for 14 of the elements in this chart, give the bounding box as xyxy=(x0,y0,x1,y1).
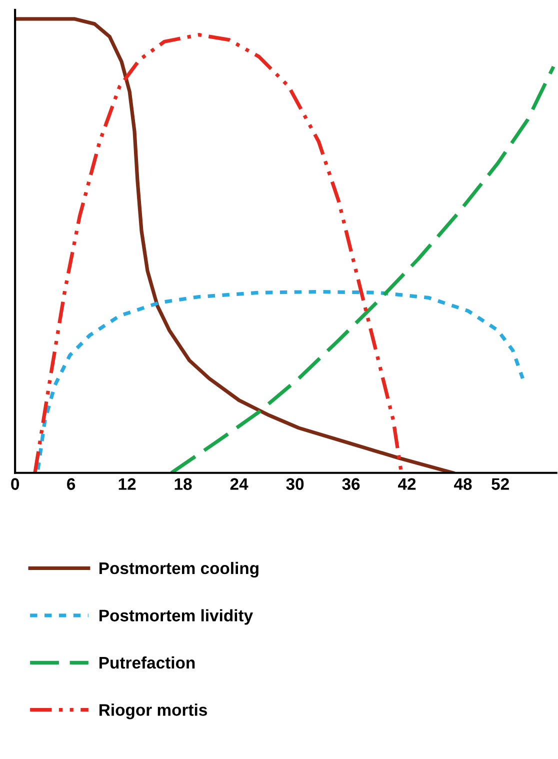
legend-label: Postmortem cooling xyxy=(100,562,258,578)
x-tick-label: 48 xyxy=(454,478,472,490)
x-tick-label: 12 xyxy=(118,478,136,490)
legend-label: Putrefaction xyxy=(100,656,195,669)
legend-label: Riogor mortis xyxy=(100,704,207,720)
x-tick-label: 30 xyxy=(286,478,304,490)
x-tick-label: 18 xyxy=(174,478,192,490)
x-tick-label: 36 xyxy=(342,478,360,490)
x-tick-label: 52 xyxy=(492,478,509,490)
x-tick-label: 24 xyxy=(230,478,248,490)
x-tick-label: 6 xyxy=(67,478,76,490)
legend-label: Postmortem lividity xyxy=(100,609,253,625)
x-tick-label: 0 xyxy=(11,478,20,490)
x-tick-label: 42 xyxy=(398,478,416,490)
